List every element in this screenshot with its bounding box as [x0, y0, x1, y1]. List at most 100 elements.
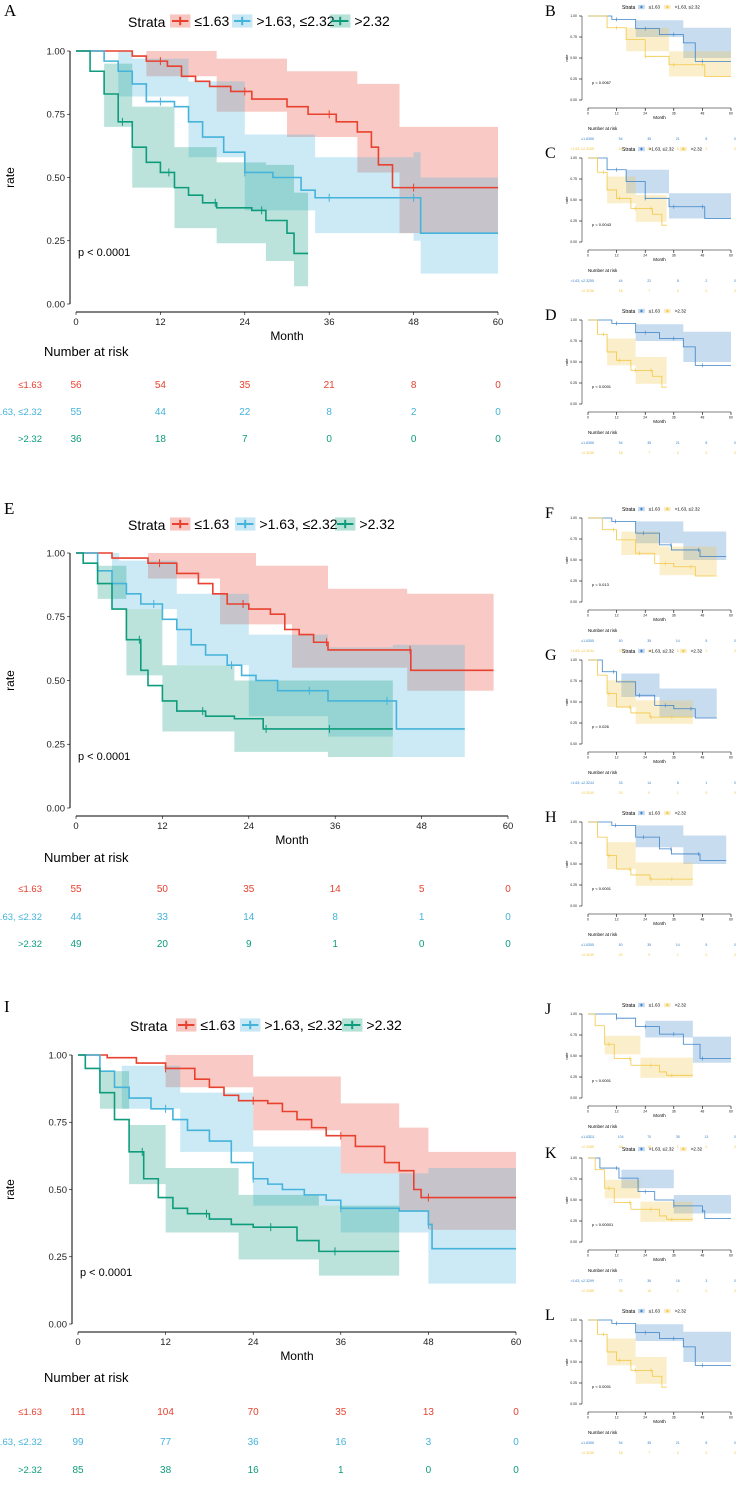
risk-cell: 0 [734, 1145, 736, 1149]
risk-cell: 44 [619, 147, 623, 151]
legend-title: Strata [622, 1003, 636, 1009]
risk-row-label: >2.32 [581, 289, 590, 293]
risk-cell: 14 [330, 884, 342, 895]
ci-band-1 [588, 660, 693, 729]
risk-cell: 38 [160, 1465, 172, 1476]
risk-row-label: >2.32 [581, 953, 590, 957]
x-tick-label: 24 [643, 254, 647, 258]
risk-row-label: ≤1.63 [581, 1135, 590, 1139]
legend-title: Strata [130, 1018, 168, 1034]
legend-label-0: ≤1.63 [194, 13, 229, 29]
y-tick-label: 0.25 [570, 579, 577, 583]
x-tick-label: 36 [672, 614, 676, 618]
p-value: p < 0.0001 [592, 1078, 612, 1083]
x-tick-label: 12 [615, 1254, 619, 1258]
risk-cell: 0 [734, 289, 736, 293]
ci-band-0 [76, 553, 494, 717]
risk-cell: 16 [647, 1289, 651, 1293]
risk-cell: 0 [326, 434, 332, 445]
y-axis-title: rate [564, 1358, 569, 1366]
y-tick-label: 0.75 [570, 177, 577, 181]
legend-label-2: >2.32 [354, 13, 390, 29]
risk-cell: 85 [590, 1289, 594, 1293]
x-axis-title: Month [653, 257, 666, 262]
x-tick-label: 48 [700, 416, 704, 420]
risk-cell: 22 [647, 147, 651, 151]
risk-cell: 0 [734, 1135, 736, 1139]
x-tick-label: 36 [336, 1337, 347, 1348]
risk-cell: 8 [677, 649, 679, 653]
x-tick-label: 12 [615, 1110, 619, 1114]
panel-C: C Strata >1.63, ≤2.32 >2.32 0.00 0.25 0.50 0.75… [545, 145, 736, 293]
risk-cell: 0 [705, 791, 707, 795]
ci-band-0 [76, 51, 498, 234]
risk-cell: 0 [734, 441, 736, 445]
risk-cell: 18 [155, 434, 167, 445]
x-tick-label: 0 [73, 317, 78, 328]
x-tick-label: 24 [643, 112, 647, 116]
risk-cell: 54 [619, 441, 623, 445]
risk-cell: 33 [619, 649, 623, 653]
risk-row-label: ≤1.63 [581, 441, 590, 445]
risk-cell: 33 [619, 781, 623, 785]
risk-cell: 0 [734, 137, 736, 141]
legend-title: Strata [622, 649, 636, 655]
y-tick-label: 0.25 [570, 721, 577, 725]
risk-cell: 35 [676, 1135, 680, 1139]
y-tick-label: 0.25 [47, 236, 66, 247]
risk-cell: 0 [734, 791, 736, 795]
x-axis-title: Month [653, 115, 666, 120]
legend-label-0: ≤1.63 [649, 1003, 661, 1008]
survival-line-0 [588, 517, 727, 558]
risk-cell: 33 [157, 912, 169, 923]
y-axis-title: rate [564, 698, 569, 706]
risk-cell: 70 [647, 1135, 651, 1139]
x-tick-label: 36 [672, 112, 676, 116]
risk-cell: 0 [513, 1465, 519, 1476]
x-tick-label: 60 [729, 1416, 733, 1420]
risk-cell: 56 [70, 380, 82, 391]
y-tick-label: 0.50 [47, 173, 66, 184]
risk-cell: 44 [155, 407, 167, 418]
x-tick-label: 48 [700, 918, 704, 922]
risk-cell: 0 [513, 1437, 519, 1448]
y-tick-label: 0.25 [570, 381, 577, 385]
legend-title: Strata [128, 517, 166, 533]
risk-cell: 0 [677, 451, 679, 455]
risk-cell: 0 [734, 953, 736, 957]
x-tick-label: 0 [587, 416, 589, 420]
x-tick-label: 48 [700, 614, 704, 618]
legend-label-0: ≤1.63 [649, 309, 661, 314]
y-axis-title: rate [564, 196, 569, 204]
risk-cell: 35 [647, 441, 651, 445]
risk-cell: 111 [70, 1407, 86, 1418]
panel-letter: B [545, 3, 556, 20]
x-tick-label: 60 [729, 1254, 733, 1258]
risk-cell: 56 [590, 441, 594, 445]
risk-cell: 54 [619, 1441, 623, 1445]
y-tick-label: 0.00 [570, 98, 577, 102]
y-tick-label: 0.25 [570, 883, 577, 887]
x-tick-label: 48 [700, 1110, 704, 1114]
ci-band-0 [588, 822, 727, 876]
y-tick-label: 0.75 [570, 679, 577, 683]
legend-title: Strata [622, 811, 636, 817]
y-tick-label: 0.50 [570, 862, 577, 866]
panel-F: F Strata ≤1.63 >1.63, ≤2.32 0.00 0.25 0.50 0.75… [545, 505, 736, 653]
risk-cell: 77 [619, 1279, 623, 1283]
legend-title: Strata [128, 14, 166, 30]
risk-cell: 20 [619, 953, 623, 957]
ci-band-0 [78, 1055, 516, 1230]
legend-title: Strata [622, 147, 636, 153]
p-value: p < 0.0001 [592, 384, 612, 389]
risk-cell: 2 [411, 407, 417, 418]
ci-band-2 [76, 51, 309, 287]
risk-cell: 0 [677, 1451, 679, 1455]
risk-table-title: Number at risk [44, 344, 129, 359]
legend-label-2: >2.32 [359, 516, 395, 532]
x-tick-label: 60 [729, 756, 733, 760]
ci-band-0 [588, 518, 727, 572]
y-tick-label: 0.50 [570, 198, 577, 202]
risk-cell: 1 [677, 791, 679, 795]
risk-cell: 1 [677, 1145, 679, 1149]
